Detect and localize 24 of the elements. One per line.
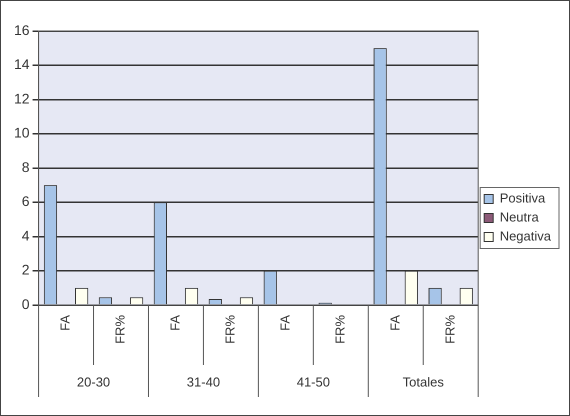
legend-label: Negativa — [500, 228, 552, 244]
x-tick-label: FA — [387, 314, 402, 331]
y-tick-label: 10 — [14, 124, 30, 141]
x-tick-label: FA — [58, 314, 73, 331]
y-tick-label: 16 — [14, 22, 30, 38]
legend-label: Positiva — [500, 190, 546, 206]
y-tick-label: 14 — [14, 56, 30, 72]
y-tick-label: 8 — [22, 158, 30, 175]
text: 31-40 — [186, 374, 220, 390]
y-tick-label: 2 — [22, 262, 30, 278]
y-tick-label: 0 — [22, 296, 30, 312]
y-tick-label: 6 — [22, 193, 30, 210]
x-tick-label: FA — [168, 314, 183, 331]
y-tick-label: 12 — [14, 90, 30, 106]
x-tick-label: FR% — [222, 314, 238, 344]
y-tick-label: 4 — [22, 227, 30, 244]
x-tick-label: FR% — [112, 314, 128, 344]
x-tick-label: FA — [277, 314, 292, 331]
text: 20-30 — [76, 374, 110, 390]
x-tick-label: FR% — [332, 314, 348, 344]
text: Totales — [402, 374, 444, 390]
x-tick-label: FR% — [442, 314, 458, 344]
text: 41-50 — [296, 374, 330, 390]
legend-label: Neutra — [500, 210, 540, 225]
